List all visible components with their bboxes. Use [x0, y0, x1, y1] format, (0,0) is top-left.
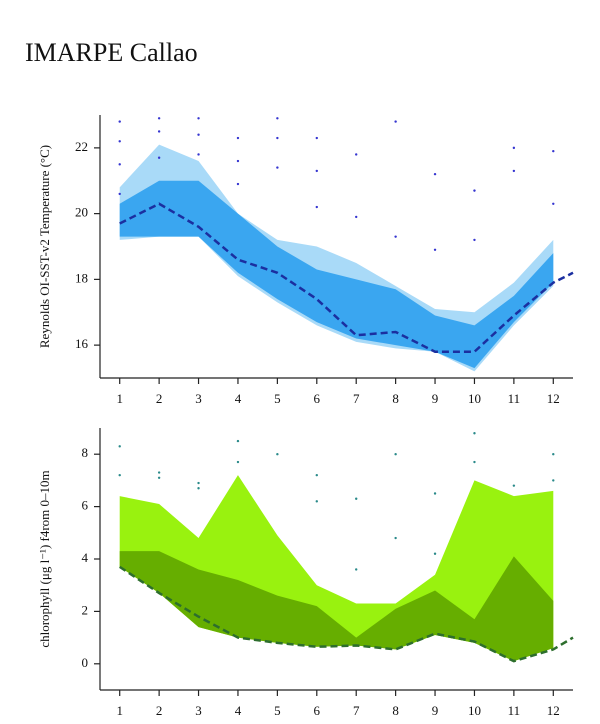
x-tick-label: 7: [353, 703, 360, 718]
point: [433, 492, 437, 495]
point: [197, 153, 200, 156]
x-tick-label: 2: [156, 391, 163, 406]
x-tick-label: 7: [353, 391, 360, 406]
point: [315, 473, 318, 477]
y-axis-label: chlorophyll (μg l⁻¹) f4rom 0–10m: [37, 470, 52, 647]
point: [552, 149, 555, 153]
point: [473, 238, 476, 242]
y-tick-label: 0: [82, 655, 89, 670]
point: [512, 484, 516, 487]
x-tick-label: 5: [274, 703, 281, 718]
band: [119, 144, 554, 372]
y-tick-label: 6: [82, 498, 89, 513]
point: [157, 471, 161, 474]
point: [157, 130, 161, 133]
point: [197, 117, 200, 120]
point: [197, 133, 200, 136]
point: [552, 202, 555, 205]
point: [433, 552, 437, 555]
page-title: IMARPE Callao: [25, 38, 198, 67]
x-tick-label: 4: [235, 703, 242, 718]
point: [315, 169, 318, 173]
x-tick-label: 1: [116, 703, 123, 718]
x-tick-label: 6: [314, 391, 321, 406]
point: [118, 163, 121, 166]
x-tick-label: 8: [392, 703, 399, 718]
point: [433, 172, 437, 176]
band: [119, 180, 554, 369]
point: [236, 439, 240, 443]
point: [236, 136, 240, 140]
x-tick-label: 12: [547, 703, 560, 718]
median-line: [119, 565, 574, 663]
point: [276, 453, 279, 456]
point: [355, 497, 358, 500]
point: [276, 166, 279, 169]
point: [512, 146, 516, 150]
point: [512, 169, 516, 173]
x-tick-label: 5: [274, 391, 281, 406]
x-tick-label: 6: [314, 703, 321, 718]
x-tick-label: 12: [547, 391, 560, 406]
point: [355, 153, 358, 156]
point: [157, 156, 161, 159]
x-tick-label: 9: [432, 391, 439, 406]
point: [552, 479, 555, 482]
point: [315, 205, 318, 209]
point: [394, 120, 397, 123]
point: [197, 481, 200, 485]
point: [276, 117, 279, 120]
point: [394, 235, 397, 238]
y-tick-label: 22: [75, 139, 88, 154]
point: [473, 432, 476, 435]
point: [118, 120, 121, 123]
point: [236, 460, 240, 464]
point: [157, 117, 161, 120]
x-tick-label: 3: [195, 391, 202, 406]
point: [394, 453, 397, 456]
y-tick-label: 16: [75, 336, 89, 351]
point: [118, 445, 121, 448]
x-tick-label: 2: [156, 703, 163, 718]
point: [236, 182, 240, 186]
y-tick-label: 4: [82, 550, 89, 565]
point: [355, 568, 358, 571]
point: [157, 476, 161, 479]
x-tick-label: 8: [392, 391, 399, 406]
point: [473, 189, 476, 192]
point: [315, 136, 318, 140]
x-tick-label: 10: [468, 703, 481, 718]
point: [394, 536, 397, 540]
x-tick-label: 11: [508, 391, 521, 406]
x-tick-label: 4: [235, 391, 242, 406]
point: [552, 453, 555, 456]
x-tick-label: 9: [432, 703, 439, 718]
point: [315, 500, 318, 503]
point: [355, 215, 358, 219]
point: [473, 460, 476, 464]
y-tick-label: 18: [75, 270, 88, 285]
x-tick-label: 3: [195, 703, 202, 718]
point: [118, 192, 121, 196]
y-tick-label: 8: [82, 445, 89, 460]
point: [118, 473, 121, 477]
y-axis-label: Reynolds OI-SST-v2 Temperature (°C): [37, 145, 52, 348]
point: [118, 140, 121, 143]
x-tick-label: 11: [508, 703, 521, 718]
x-tick-label: 1: [116, 391, 123, 406]
point: [236, 159, 240, 163]
point: [276, 136, 279, 140]
point: [197, 487, 200, 490]
y-tick-label: 20: [75, 205, 88, 220]
x-tick-label: 10: [468, 391, 481, 406]
point: [433, 248, 437, 251]
median-line: [119, 202, 574, 353]
y-tick-label: 2: [82, 602, 89, 617]
